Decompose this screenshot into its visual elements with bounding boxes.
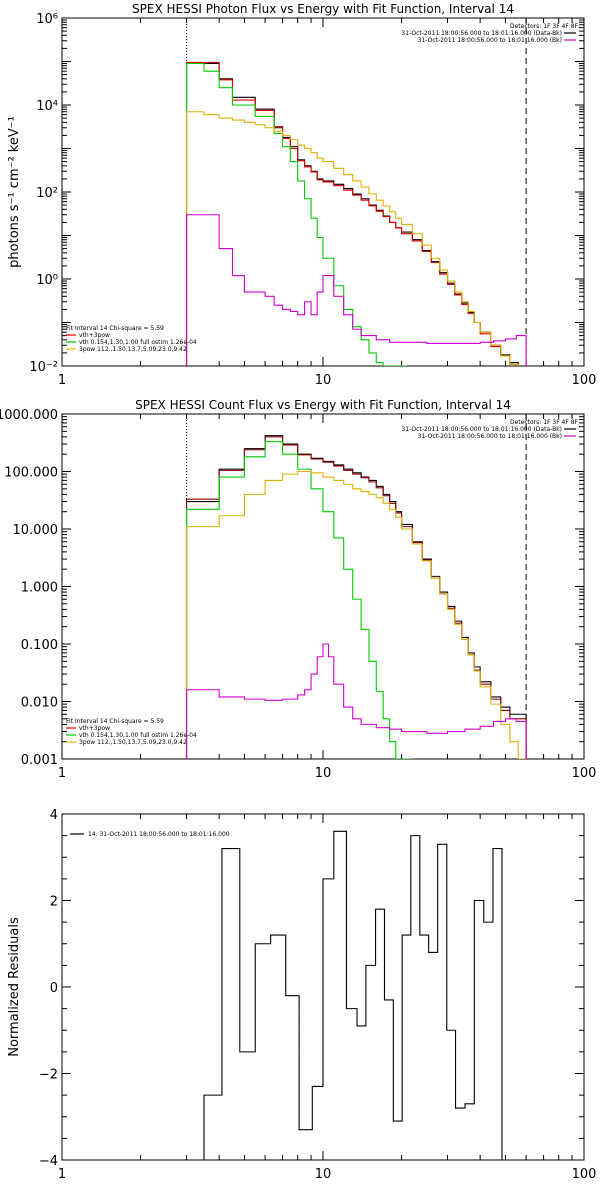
chart-panel-3: 1 10 100 −4 −2 0 2 4 Normalized Residuals 14. 31-… (7, 808, 596, 1182)
series-line-vth (185, 441, 413, 759)
y-tick-label: 100.000 (4, 466, 58, 481)
series-line-vth (185, 62, 408, 366)
series-group (185, 61, 527, 366)
x-tick-label: 1 (58, 1167, 66, 1182)
fit-legend-entry-label: vth 0.154,1.30,1.00 full ostim 1.26e-04 (79, 732, 197, 739)
legend-entry-label: 31-Oct-2011 18:00:56.000 to 18:01:16.000… (401, 426, 562, 433)
series-group (185, 435, 527, 759)
series-line-3pow (185, 470, 527, 759)
series-line-bk (185, 214, 527, 366)
fit-legend-header: Fit Interval 14 Chi-square = 5.59 (66, 325, 164, 332)
y-tick-label: 10⁴ (36, 99, 58, 114)
chart-title: SPEX HESSI Count Flux vs Energy with Fit… (135, 398, 511, 412)
series-line-vth-3pow (185, 436, 527, 759)
x-tick-label: 10 (315, 1167, 332, 1182)
y-tick-label: 0.100 (21, 638, 58, 653)
y-tick-label: 10⁻² (29, 360, 58, 375)
legend-header: Detectors: 1F 3F 4F 8F (510, 23, 579, 30)
y-tick-label: 10² (36, 186, 58, 201)
y-tick-label: 2 (50, 895, 58, 910)
legend-entry-label: 31-Oct-2011 18:00:56.000 to 18:01:16.000… (418, 433, 562, 440)
fit-legend-header: Fit Interval 14 Chi-square = 5.59 (66, 718, 164, 725)
x-tick-label: 10 (315, 373, 332, 388)
chart-title: SPEX HESSI Photon Flux vs Energy with Fi… (132, 2, 514, 16)
x-tick-label: 1 (58, 766, 66, 781)
chart-panel-1: SPEX HESSI Photon Flux vs Energy with Fi… (7, 2, 596, 388)
series-line-bk (185, 643, 527, 759)
legend-entry-label: 31-Oct-2011 18:00:56.000 to 18:01:16.000… (401, 30, 562, 37)
y-axis-label: Normalized Residuals (7, 917, 22, 1057)
residual-legend-label: 14. 31-Oct-2011 18:00:56.000 to 18:01:16… (88, 831, 230, 838)
fit-legend-entry-label: 3pow 112.,1.50,13.7,5.09,23.0,9.42 (79, 346, 187, 353)
series-line-data-bk (185, 62, 527, 366)
y-tick-label: 10.000 (13, 523, 59, 538)
y-tick-label: 1000.000 (0, 408, 58, 423)
chart-panel-2: SPEX HESSI Count Flux vs Energy with Fit… (0, 398, 596, 781)
legend-header: Detectors: 1F 3F 4F 8F (510, 419, 579, 426)
x-tick-label: 100 (572, 1167, 597, 1182)
y-tick-label: 0.010 (21, 696, 58, 711)
y-tick-label: 10⁶ (36, 12, 58, 27)
x-tick-label: 100 (572, 766, 597, 781)
y-tick-label: 4 (50, 808, 58, 823)
y-tick-label: −2 (39, 1068, 58, 1083)
series-group (185, 830, 527, 1160)
y-tick-label: −4 (39, 1154, 58, 1169)
series-line-data-bk (185, 435, 527, 759)
y-tick-label: 1.000 (21, 581, 58, 596)
plot-frame (61, 17, 585, 367)
x-tick-label: 1 (58, 373, 66, 388)
y-tick-label: 0.001 (21, 753, 58, 768)
fit-legend-entry-label: vth 0.154,1.30,1.00 full ostim 1.26e-04 (79, 339, 197, 346)
fit-legend-entry-label: vth+3pow (79, 725, 110, 732)
series-line-residuals (185, 830, 527, 1160)
legend-entry-label: 31-Oct-2011 18:00:56.000 to 18:01:16.000… (418, 37, 562, 44)
series-line-3pow (185, 111, 527, 366)
y-tick-label: 0 (50, 981, 58, 996)
fit-legend-entry-label: vth+3pow (79, 332, 110, 339)
x-tick-label: 10 (315, 766, 332, 781)
y-axis-label: photons s⁻¹ cm⁻² keV⁻¹ (7, 116, 22, 268)
fit-legend-entry-label: 3pow 112.,1.50,13.7,5.09,23.0,9.42 (79, 739, 187, 746)
x-tick-label: 100 (572, 373, 597, 388)
y-tick-label: 10⁰ (36, 273, 58, 288)
